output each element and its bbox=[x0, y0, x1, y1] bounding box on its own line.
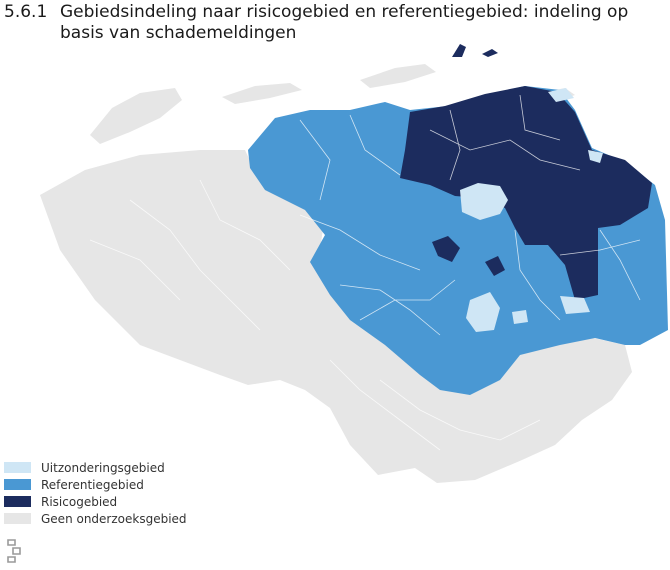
legend-item-referentie: Referentiegebied bbox=[4, 476, 187, 493]
border-line bbox=[329, 359, 541, 451]
uitzonderingsgebied-east bbox=[560, 296, 590, 314]
border-line bbox=[339, 279, 456, 336]
legend-label: Geen onderzoeksgebied bbox=[41, 511, 187, 526]
legend-swatch bbox=[4, 496, 31, 507]
uitzonderingsgebied-south bbox=[466, 292, 500, 332]
border-line bbox=[89, 179, 291, 331]
uitzonderingsgebied-northeast bbox=[588, 150, 603, 163]
island-vlieland-area bbox=[222, 83, 302, 104]
legend-swatch bbox=[4, 462, 31, 473]
risicogebied-pocket-south bbox=[485, 256, 505, 276]
island-schiermonnikoog-area bbox=[452, 44, 466, 57]
legend-item-uitzondering: Uitzonderingsgebied bbox=[4, 459, 187, 476]
risicogebied-pocket-west bbox=[432, 236, 460, 262]
border-line bbox=[514, 229, 641, 321]
border-line bbox=[299, 114, 421, 271]
cbs-logo bbox=[7, 539, 21, 563]
figure-number: 5.6.1 bbox=[4, 2, 48, 22]
mainland-areas bbox=[40, 86, 668, 483]
legend-label: Uitzonderingsgebied bbox=[41, 460, 165, 475]
legend-swatch bbox=[4, 513, 31, 524]
legend-label: Risicogebied bbox=[41, 494, 118, 509]
island-rottumeroog-area bbox=[482, 49, 498, 57]
legend-label: Referentiegebied bbox=[41, 477, 144, 492]
figure-title-text: Gebiedsindeling naar risicogebied en ref… bbox=[60, 2, 629, 43]
risicogebied-area bbox=[400, 86, 652, 300]
island-texel-area bbox=[90, 88, 182, 144]
legend: Uitzonderingsgebied Referentiegebied Ris… bbox=[4, 459, 187, 527]
legend-item-risico: Risicogebied bbox=[4, 493, 187, 510]
islands bbox=[90, 44, 575, 144]
uitzonderingsgebied-small bbox=[512, 310, 528, 324]
municipality-borders bbox=[89, 94, 641, 451]
uitzonderingsgebied-groningen-city bbox=[460, 183, 508, 220]
border-line bbox=[429, 94, 581, 181]
uitzonderingsgebied-coast bbox=[548, 88, 574, 102]
legend-swatch bbox=[4, 479, 31, 490]
legend-item-geen: Geen onderzoeksgebied bbox=[4, 510, 187, 527]
geen-onderzoeksgebied-area bbox=[40, 150, 632, 483]
island-terschelling-area bbox=[360, 64, 436, 88]
